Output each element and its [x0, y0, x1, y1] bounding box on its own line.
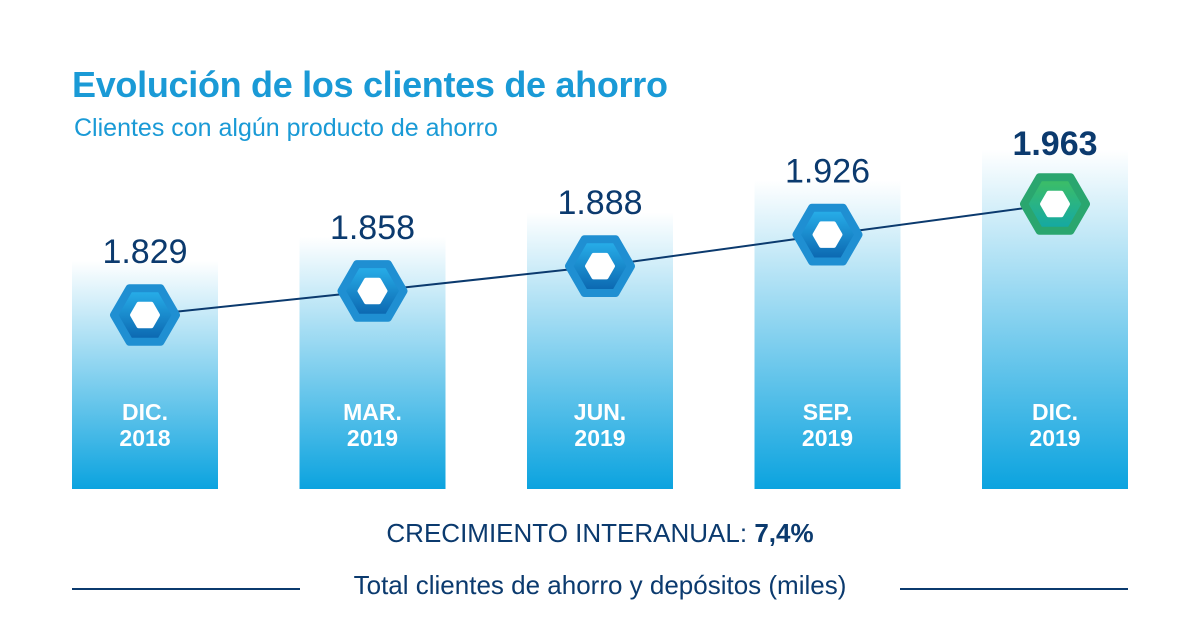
category-label-0-line1: DIC. [122, 399, 168, 425]
category-label-1-line1: MAR. [343, 399, 402, 425]
category-label-4-line1: DIC. [1032, 399, 1078, 425]
category-label-3-line1: SEP. [803, 399, 852, 425]
data-point-inner-0 [130, 301, 160, 329]
category-label-3-line2: 2019 [802, 425, 853, 451]
category-label-4-line2: 2019 [1029, 425, 1080, 451]
category-label-1-line2: 2019 [347, 425, 398, 451]
category-label-2-line1: JUN. [574, 399, 626, 425]
data-point-inner-1 [357, 277, 388, 305]
value-label-3: 1.926 [785, 153, 870, 191]
growth-label: CRECIMIENTO INTERANUAL: [386, 518, 755, 548]
category-label-2-line2: 2019 [574, 425, 625, 451]
footer-caption: Total clientes de ahorro y depósitos (mi… [353, 570, 847, 600]
value-label-1: 1.858 [330, 209, 415, 247]
footer-rule-left [72, 588, 300, 590]
data-point-inner-4 [1040, 190, 1070, 218]
data-point-inner-2 [585, 252, 615, 280]
value-label-2: 1.888 [557, 184, 642, 222]
chart-subtitle: Clientes con algún producto de ahorro [74, 114, 498, 142]
value-label-4: 1.963 [1012, 125, 1097, 163]
data-point-inner-3 [812, 221, 843, 248]
footer-rule-right [900, 588, 1128, 590]
growth-text: CRECIMIENTO INTERANUAL: 7,4% [0, 518, 1200, 549]
value-label-0: 1.829 [102, 233, 187, 271]
growth-value: 7,4% [754, 518, 814, 548]
chart-title: Evolución de los clientes de ahorro [72, 64, 668, 105]
category-label-0-line2: 2018 [119, 425, 170, 451]
